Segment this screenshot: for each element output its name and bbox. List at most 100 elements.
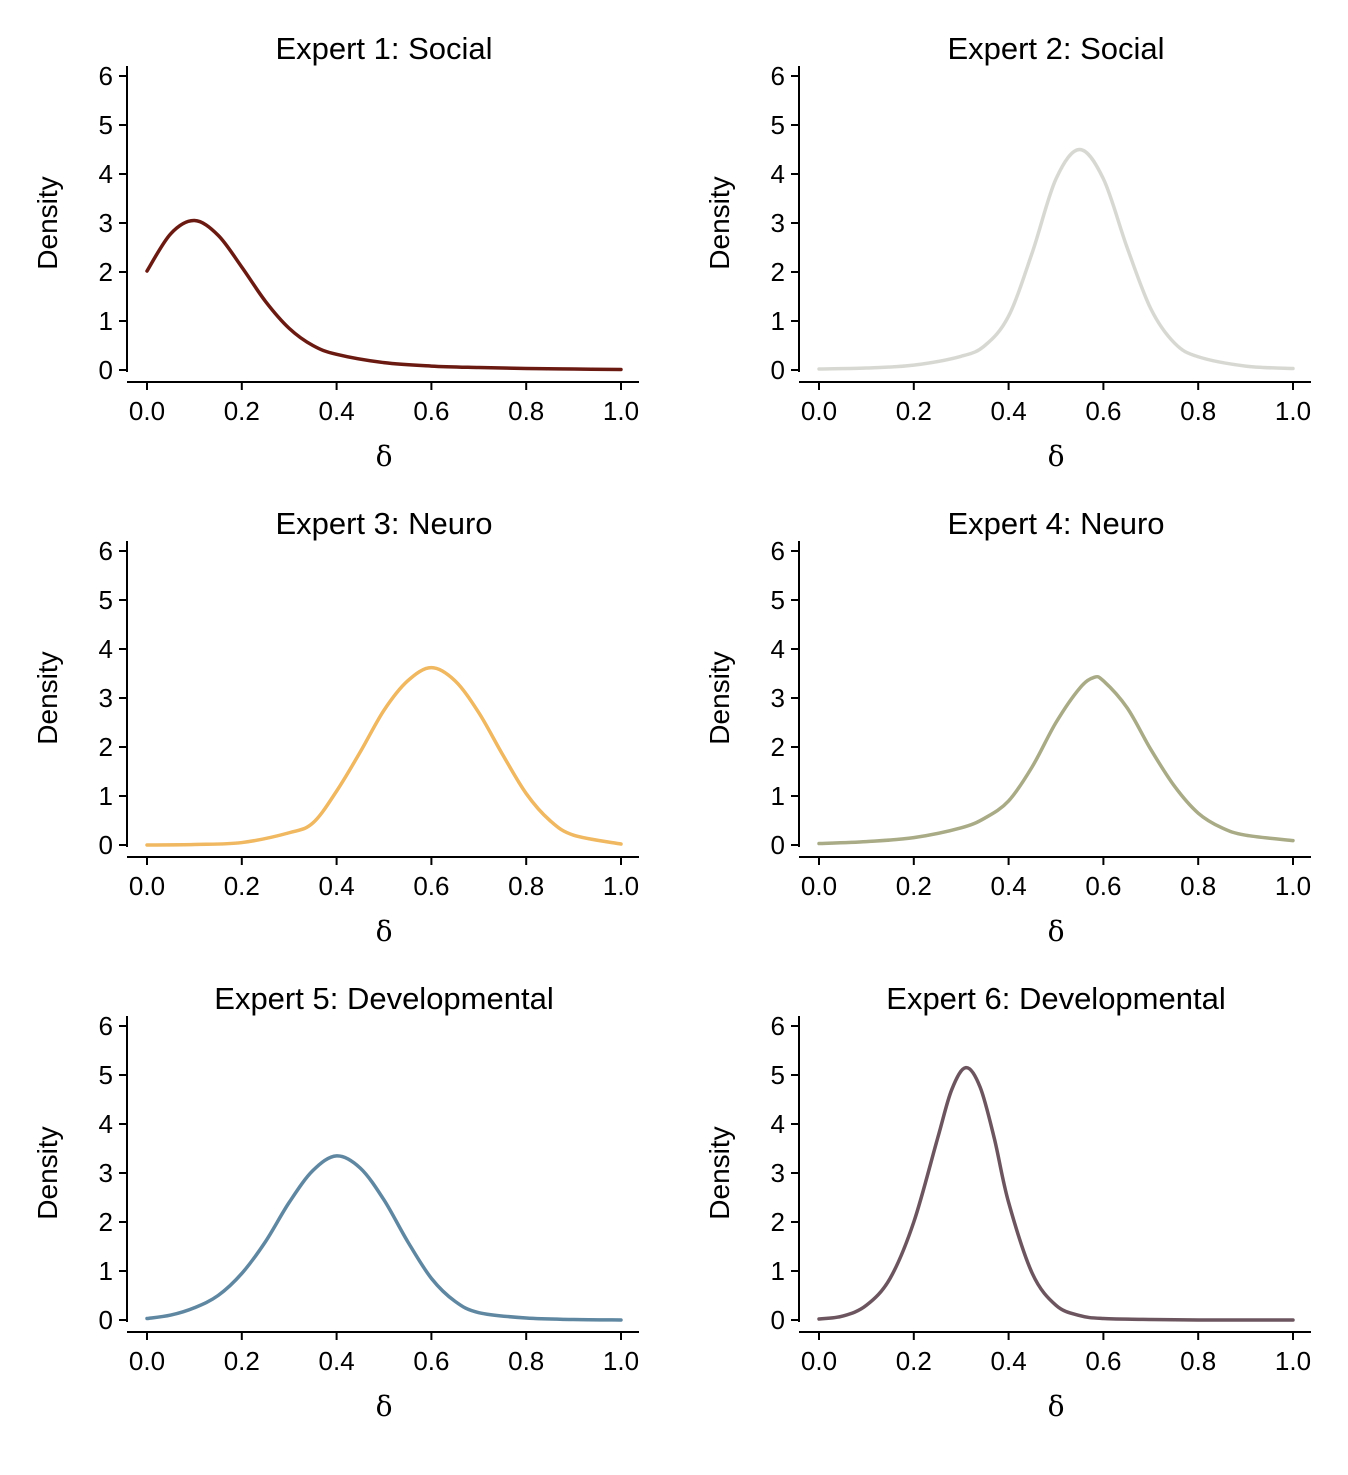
y-tick-label: 1 xyxy=(771,781,785,811)
y-tick-label: 3 xyxy=(771,208,785,238)
y-tick-label: 3 xyxy=(99,1158,113,1188)
y-tick-label: 0 xyxy=(99,1305,113,1335)
x-axis-label: δ xyxy=(376,1390,393,1423)
x-axis-label: δ xyxy=(1048,1390,1065,1423)
x-tick-label: 0.4 xyxy=(991,396,1027,426)
y-tick-label: 0 xyxy=(99,830,113,860)
density-curve xyxy=(817,147,1295,371)
y-tick-label: 1 xyxy=(99,781,113,811)
x-tick-label: 0.4 xyxy=(319,1346,355,1376)
y-axis-label: Density xyxy=(32,1126,63,1219)
x-tick-label: 1.0 xyxy=(1275,396,1311,426)
y-axis-label: Density xyxy=(32,651,63,744)
y-axis-label: Density xyxy=(704,651,735,744)
x-axis-label: δ xyxy=(376,440,393,473)
density-curve xyxy=(145,1154,623,1322)
x-tick-label: 1.0 xyxy=(603,396,639,426)
x-tick-label: 0.4 xyxy=(991,871,1027,901)
panel-expert-1: 0 1 2 3 4 5 6 0.0 0.2 0.4 0.6 0.8 1.0 Expert 1: Socia… xyxy=(32,31,639,473)
x-tick-label: 0.0 xyxy=(801,871,837,901)
y-tick-label: 0 xyxy=(771,830,785,860)
chart-title: Expert 2: Social xyxy=(947,31,1164,66)
y-tick-label: 4 xyxy=(771,1109,785,1139)
x-tick-label: 1.0 xyxy=(603,871,639,901)
y-axis-label: Density xyxy=(704,1126,735,1219)
x-tick-label: 0.0 xyxy=(129,1346,165,1376)
x-tick-label: 0.6 xyxy=(413,1346,449,1376)
x-tick-label: 0.4 xyxy=(319,871,355,901)
y-tick-label: 5 xyxy=(771,110,785,140)
x-tick-label: 0.8 xyxy=(508,871,544,901)
x-tick-label: 1.0 xyxy=(1275,871,1311,901)
density-curve xyxy=(145,218,623,372)
x-tick-label: 0.0 xyxy=(129,396,165,426)
panel-expert-4: 0 1 2 3 4 5 6 0.0 0.2 0.4 0.6 0.8 1.0 Expert 4: Neuro… xyxy=(704,506,1311,948)
chart-title: Expert 3: Neuro xyxy=(275,506,492,541)
x-axis-label: δ xyxy=(376,915,393,948)
x-tick-label: 0.2 xyxy=(224,1346,260,1376)
y-tick-label: 4 xyxy=(771,159,785,189)
density-curve xyxy=(817,1065,1295,1322)
y-tick-label: 6 xyxy=(771,1011,785,1041)
chart-title: Expert 5: Developmental xyxy=(214,981,553,1016)
y-axis-label: Density xyxy=(704,176,735,269)
x-tick-label: 0.8 xyxy=(1180,871,1216,901)
panel-expert-3: 0 1 2 3 4 5 6 0.0 0.2 0.4 0.6 0.8 1.0 Expert 3: Neuro… xyxy=(32,506,639,948)
y-tick-label: 2 xyxy=(771,257,785,287)
y-tick-label: 1 xyxy=(771,306,785,336)
x-tick-label: 0.6 xyxy=(1085,1346,1121,1376)
y-tick-label: 0 xyxy=(771,1305,785,1335)
chart-title: Expert 1: Social xyxy=(275,31,492,66)
x-tick-label: 0.8 xyxy=(508,1346,544,1376)
panel-expert-5: 0 1 2 3 4 5 6 0.0 0.2 0.4 0.6 0.8 1.0 Expert 5: Devel… xyxy=(32,981,639,1423)
chart-title: Expert 4: Neuro xyxy=(947,506,1164,541)
y-tick-label: 0 xyxy=(771,355,785,385)
y-tick-label: 4 xyxy=(771,634,785,664)
y-tick-label: 3 xyxy=(99,208,113,238)
y-tick-label: 6 xyxy=(771,61,785,91)
y-tick-label: 6 xyxy=(771,536,785,566)
x-tick-label: 1.0 xyxy=(603,1346,639,1376)
x-tick-label: 0.6 xyxy=(413,396,449,426)
x-axis-label: δ xyxy=(1048,915,1065,948)
x-tick-label: 0.8 xyxy=(1180,1346,1216,1376)
y-tick-label: 4 xyxy=(99,1109,113,1139)
x-axis-label: δ xyxy=(1048,440,1065,473)
y-tick-label: 4 xyxy=(99,634,113,664)
y-tick-label: 0 xyxy=(99,355,113,385)
y-tick-label: 2 xyxy=(99,732,113,762)
density-curve xyxy=(145,665,623,847)
x-tick-label: 0.4 xyxy=(319,396,355,426)
y-tick-label: 3 xyxy=(99,683,113,713)
y-axis-label: Density xyxy=(32,176,63,269)
y-tick-label: 2 xyxy=(771,732,785,762)
density-curve xyxy=(817,674,1295,846)
y-tick-label: 4 xyxy=(99,159,113,189)
y-tick-label: 2 xyxy=(99,257,113,287)
y-tick-label: 5 xyxy=(99,585,113,615)
panel-expert-6: 0 1 2 3 4 5 6 0.0 0.2 0.4 0.6 0.8 1.0 Expert 6: Devel… xyxy=(704,981,1311,1423)
y-tick-label: 5 xyxy=(99,1060,113,1090)
y-tick-label: 6 xyxy=(99,61,113,91)
y-tick-label: 2 xyxy=(771,1207,785,1237)
x-tick-label: 0.2 xyxy=(224,871,260,901)
panel-expert-2: 0 1 2 3 4 5 6 0.0 0.2 0.4 0.6 0.8 1.0 Expert 2: Socia… xyxy=(704,31,1311,473)
y-tick-label: 1 xyxy=(99,306,113,336)
x-tick-label: 0.2 xyxy=(896,871,932,901)
x-tick-label: 0.2 xyxy=(896,1346,932,1376)
y-tick-label: 6 xyxy=(99,536,113,566)
y-tick-label: 3 xyxy=(771,1158,785,1188)
chart-title: Expert 6: Developmental xyxy=(886,981,1225,1016)
x-tick-label: 0.8 xyxy=(1180,396,1216,426)
x-tick-label: 0.0 xyxy=(801,396,837,426)
x-tick-label: 0.8 xyxy=(508,396,544,426)
x-tick-label: 0.6 xyxy=(1085,871,1121,901)
x-tick-label: 0.4 xyxy=(991,1346,1027,1376)
x-tick-label: 0.6 xyxy=(1085,396,1121,426)
x-tick-label: 0.6 xyxy=(413,871,449,901)
x-tick-label: 0.0 xyxy=(129,871,165,901)
y-tick-label: 1 xyxy=(771,1256,785,1286)
y-tick-label: 1 xyxy=(99,1256,113,1286)
